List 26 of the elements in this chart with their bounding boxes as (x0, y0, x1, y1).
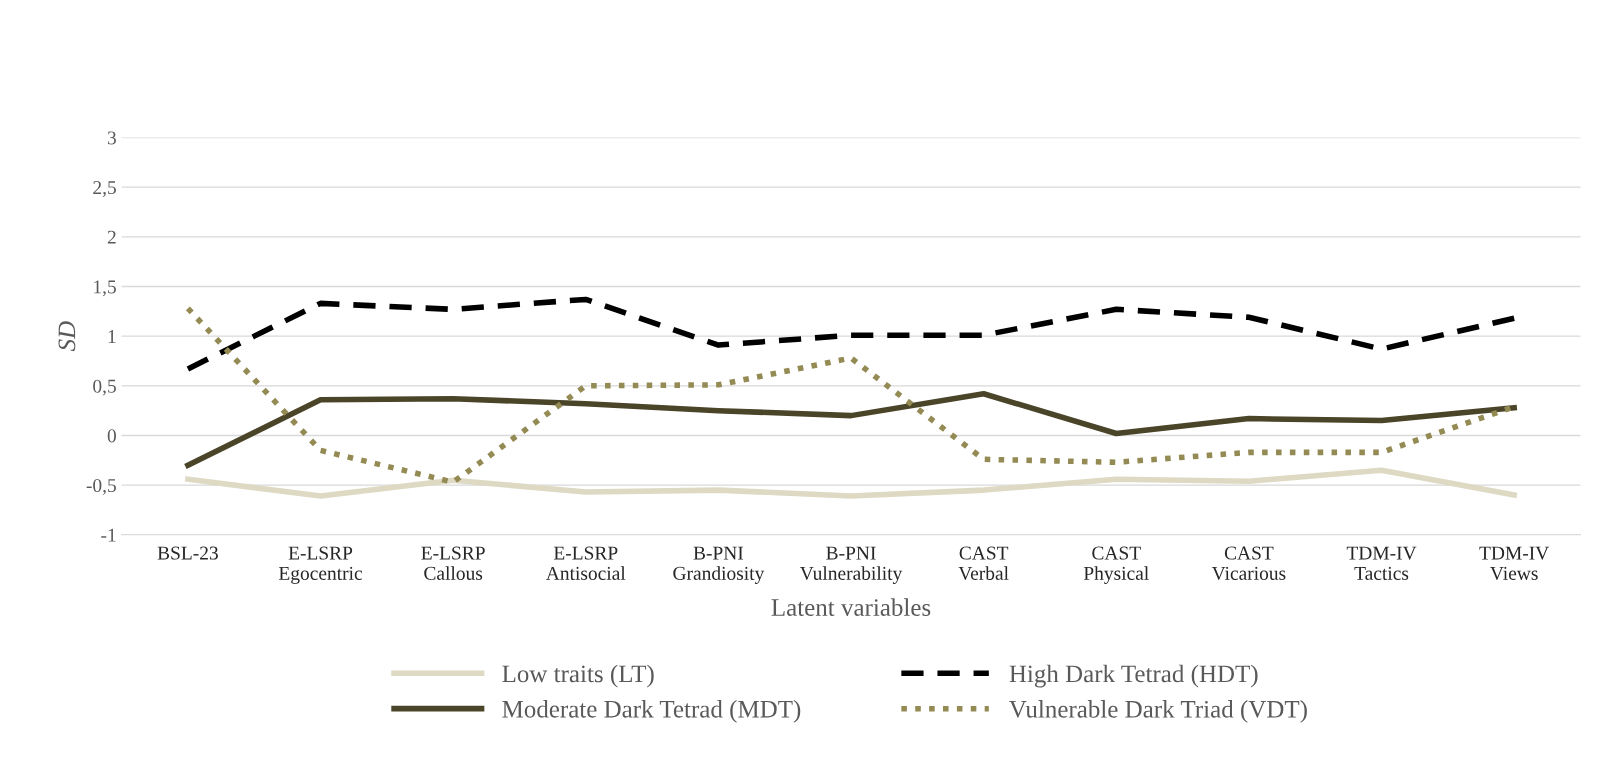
y-axis-title: SD (58, 321, 76, 352)
y-tick-label: 2 (107, 230, 116, 244)
x-axis-title: Latent variables (771, 598, 931, 616)
x-tick-label: E-LSRP Egocentric (278, 546, 363, 584)
x-tick-label: E-LSRP Antisocial (546, 546, 626, 580)
y-tick-label: 0,5 (93, 379, 116, 396)
legend-label: High Dark Tetrad (HDT) (1009, 664, 1258, 688)
x-tick-label: B-PNI Grandiosity (673, 546, 765, 584)
y-tick-label: -1 (101, 528, 116, 542)
y-tick-label: 3 (107, 131, 116, 145)
y-tick-label: 1 (108, 330, 116, 343)
x-tick-label: CAST Physical (1083, 546, 1149, 584)
x-tick-label: TDM-IV Tactics (1346, 546, 1417, 580)
x-tick-label: TDM-IV Views (1479, 546, 1550, 581)
legend-label: Moderate Dark Tetrad (MDT) (502, 700, 801, 723)
y-tick-label: 2,5 (93, 181, 116, 197)
x-tick-label: CAST Verbal (958, 546, 1009, 581)
x-tick-label: BSL-23 (157, 546, 218, 560)
x-tick-label: E-LSRP Callous (421, 546, 485, 580)
y-tick-label: 0 (107, 429, 116, 443)
legend-label: Vulnerable Dark Triad (VDT) (1009, 700, 1307, 723)
x-tick-label: B-PNI Vulnerability (799, 546, 903, 584)
y-tick-label: -0,5 (86, 478, 116, 495)
y-tick-label: 1,5 (94, 280, 116, 297)
legend-label: Low traits (LT) (502, 664, 654, 688)
x-tick-label: CAST Vicarious (1211, 546, 1286, 581)
